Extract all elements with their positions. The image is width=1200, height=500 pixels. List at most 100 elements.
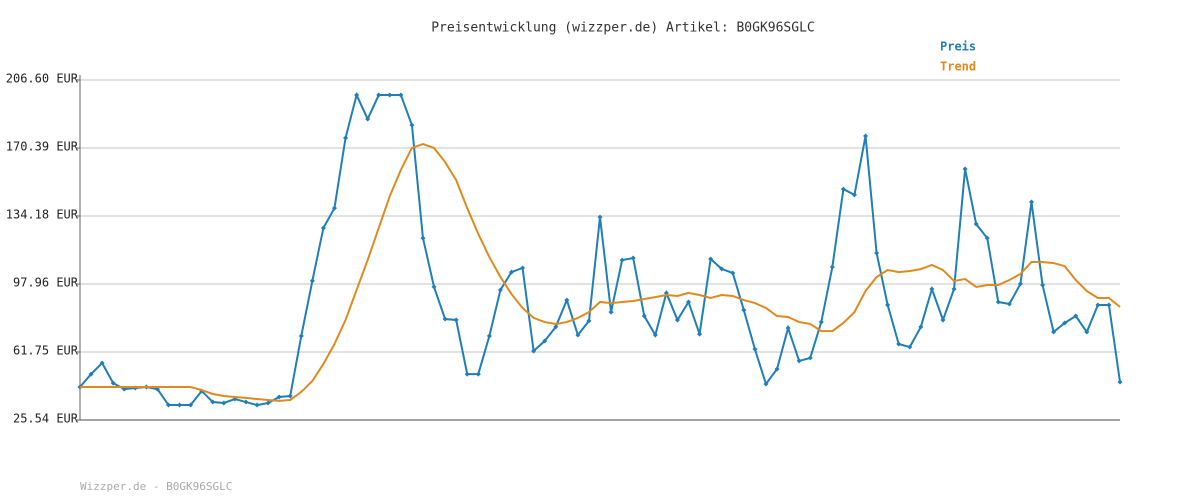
point-marker xyxy=(110,380,116,386)
point-marker xyxy=(796,358,802,364)
legend-entry: Preis xyxy=(940,40,976,54)
point-marker xyxy=(851,192,857,198)
point-marker xyxy=(287,393,293,399)
point-marker xyxy=(708,256,714,262)
point-marker xyxy=(1095,302,1101,308)
point-marker xyxy=(431,284,437,290)
point-marker xyxy=(166,402,172,408)
point-marker xyxy=(586,318,592,324)
point-marker xyxy=(398,92,404,98)
point-marker xyxy=(1117,379,1123,385)
point-marker xyxy=(995,299,1001,305)
point-marker xyxy=(896,341,902,347)
point-marker xyxy=(210,399,216,405)
point-marker xyxy=(520,265,526,271)
point-marker xyxy=(177,402,183,408)
point-marker xyxy=(1040,282,1046,288)
point-marker xyxy=(320,225,326,231)
point-marker xyxy=(774,366,780,372)
point-marker xyxy=(1051,329,1057,335)
point-marker xyxy=(1062,320,1068,326)
point-marker xyxy=(354,92,360,98)
point-marker xyxy=(863,133,869,139)
point-marker xyxy=(564,297,570,303)
point-marker xyxy=(221,400,227,406)
y-tick-label: 61.75 EUR xyxy=(13,344,79,358)
point-marker xyxy=(1028,199,1034,205)
point-marker xyxy=(542,338,548,344)
legend-entry: Trend xyxy=(940,60,976,74)
point-marker xyxy=(697,331,703,337)
chart-title: Preisentwicklung (wizzper.de) Artikel: B… xyxy=(431,21,815,36)
point-marker xyxy=(619,257,625,263)
point-marker xyxy=(376,92,382,98)
point-marker xyxy=(829,264,835,270)
point-marker xyxy=(409,122,415,128)
series-line xyxy=(80,142,1121,402)
point-marker xyxy=(719,266,725,272)
point-marker xyxy=(973,221,979,227)
point-marker xyxy=(331,205,337,211)
footer: Wizzper.de - B0GK96SGLC xyxy=(80,480,232,493)
y-tick-label: 206.60 EUR xyxy=(6,72,79,86)
point-marker xyxy=(531,348,537,354)
point-marker xyxy=(874,250,880,256)
point-marker xyxy=(575,332,581,338)
y-tick-label: 170.39 EUR xyxy=(6,139,79,153)
point-marker xyxy=(254,402,260,408)
point-marker xyxy=(453,317,459,323)
point-marker xyxy=(508,269,514,275)
point-marker xyxy=(807,355,813,361)
point-marker xyxy=(763,381,769,387)
point-marker xyxy=(674,317,680,323)
point-marker xyxy=(387,92,393,98)
point-marker xyxy=(265,400,271,406)
point-marker xyxy=(553,324,559,330)
point-marker xyxy=(885,302,891,308)
point-marker xyxy=(608,309,614,315)
point-marker xyxy=(840,186,846,192)
point-marker xyxy=(752,346,758,352)
point-marker xyxy=(907,344,913,350)
point-marker xyxy=(641,313,647,319)
point-marker xyxy=(486,333,492,339)
point-marker xyxy=(276,394,282,400)
point-marker xyxy=(420,235,426,241)
point-marker xyxy=(343,135,349,141)
point-marker xyxy=(1106,302,1112,308)
point-marker xyxy=(951,286,957,292)
point-marker xyxy=(686,299,692,305)
point-marker xyxy=(929,286,935,292)
point-marker xyxy=(962,166,968,172)
point-marker xyxy=(652,332,658,338)
y-tick-label: 97.96 EUR xyxy=(13,276,79,290)
point-marker xyxy=(442,316,448,322)
point-marker xyxy=(597,214,603,220)
point-marker xyxy=(630,255,636,261)
point-marker xyxy=(497,287,503,293)
point-marker xyxy=(741,307,747,313)
point-marker xyxy=(88,371,94,377)
point-marker xyxy=(940,317,946,323)
point-marker xyxy=(188,402,194,408)
y-tick-label: 25.54 EUR xyxy=(13,412,79,426)
point-marker xyxy=(464,371,470,377)
point-marker xyxy=(818,319,824,325)
point-marker xyxy=(918,324,924,330)
point-marker xyxy=(309,278,315,284)
point-marker xyxy=(298,333,304,339)
point-marker xyxy=(1084,329,1090,335)
point-marker xyxy=(1017,281,1023,287)
point-marker xyxy=(1073,313,1079,319)
point-marker xyxy=(785,325,791,331)
point-marker xyxy=(365,116,371,122)
point-marker xyxy=(99,360,105,366)
point-marker xyxy=(984,235,990,241)
y-tick-label: 134.18 EUR xyxy=(6,207,79,221)
point-marker xyxy=(730,270,736,276)
point-marker xyxy=(1006,301,1012,307)
point-marker xyxy=(475,371,481,377)
